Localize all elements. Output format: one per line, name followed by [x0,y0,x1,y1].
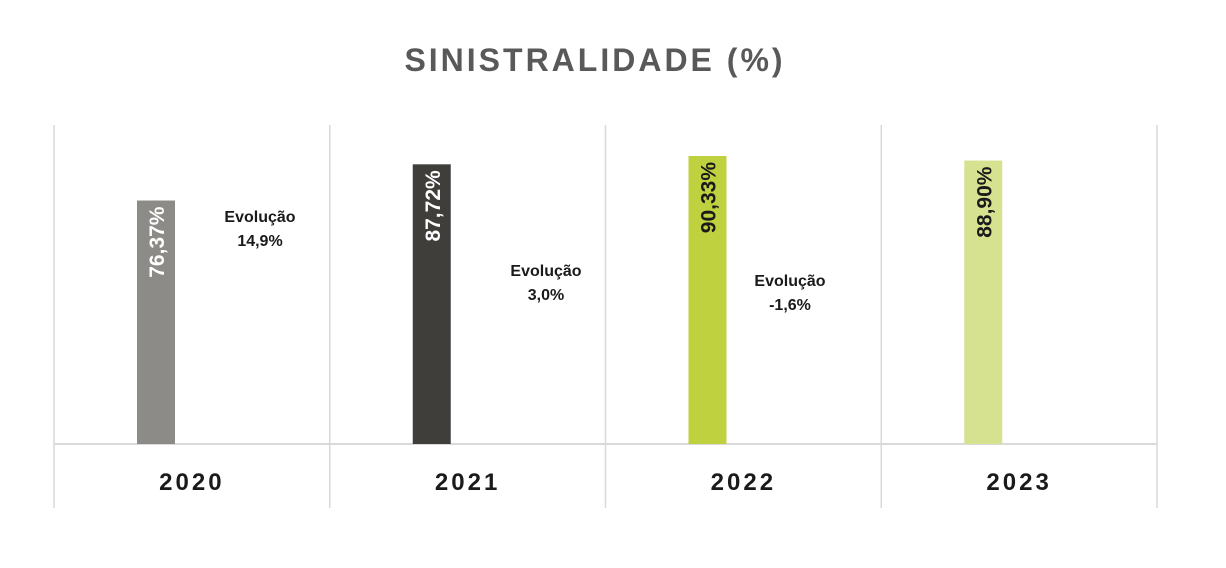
data-label-2023: 88,90% [973,166,996,238]
data-label-2021: 87,72% [422,170,445,242]
bar-2020 [137,200,175,444]
chart-title: SINISTRALIDADE (%) [404,42,786,78]
annotation-value: 14,9% [237,233,282,250]
annotation-label: Evolução [224,209,295,226]
annotation-label: Evolução [510,263,581,280]
bar-2023 [964,160,1003,445]
bar-2021 [412,164,451,445]
x-tick-label-2023: 2023 [986,469,1051,496]
x-tick-label-2020: 2020 [159,469,224,496]
annotation-value: -1,6% [769,297,811,314]
data-label-2022: 90,33% [698,162,721,234]
bar-2022 [688,156,727,444]
data-label-2020: 76,37% [146,206,169,278]
annotation-value: 3,0% [528,287,564,304]
annotation-label: Evolução [754,273,825,290]
x-tick-label-2022: 2022 [711,469,776,496]
x-tick-label-2021: 2021 [435,469,500,496]
